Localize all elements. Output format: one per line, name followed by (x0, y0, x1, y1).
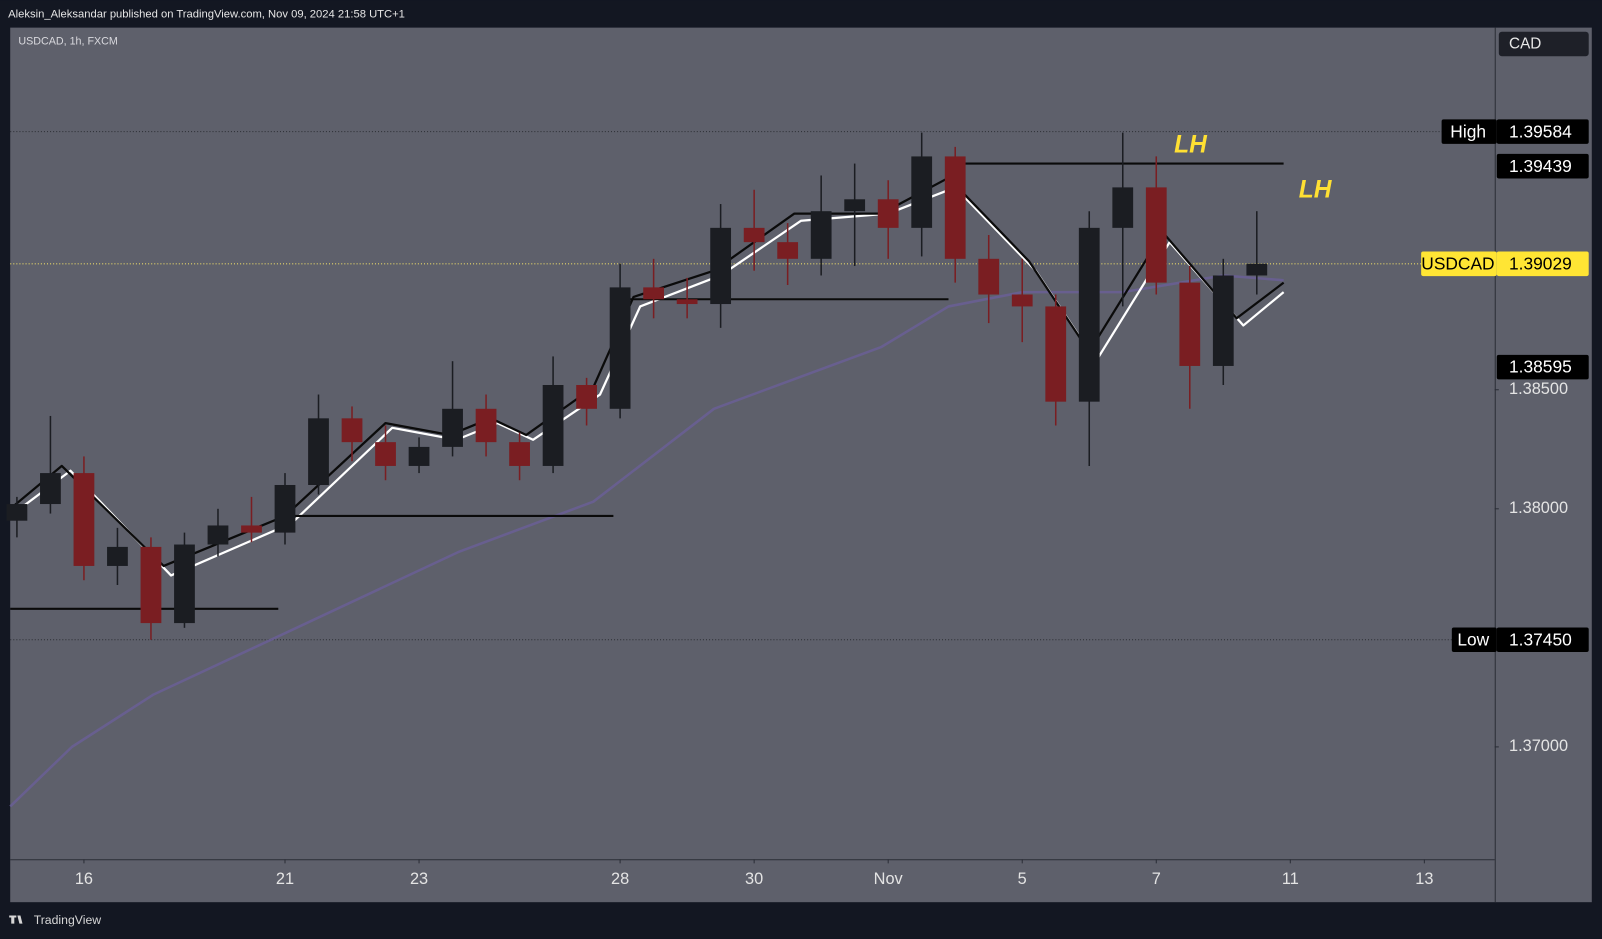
candle-body (174, 544, 195, 624)
annotation: LH (1299, 176, 1333, 203)
candle-body (40, 473, 61, 505)
candle-body (1045, 306, 1067, 402)
candle-body (375, 442, 396, 466)
candle-body (944, 156, 966, 259)
plot (6, 131, 1499, 864)
candle-body (308, 418, 329, 485)
candle-body (274, 484, 296, 533)
x-tick-label: 13 (1415, 870, 1433, 888)
chart-panel (10, 27, 1592, 903)
price-label-box (1496, 251, 1589, 277)
candle-body (207, 525, 229, 545)
price-label-name: USDCAD (1421, 253, 1494, 273)
price-label-box (1496, 627, 1589, 653)
price-label-name-box (1441, 119, 1497, 144)
x-tick-label: 5 (1018, 870, 1027, 888)
overlay: 1.37000 1.38000 1.38500 16 21 23 28 30 Nov 5 7 11 13… (75, 119, 1589, 888)
candle-body (710, 227, 732, 305)
candle-body (475, 408, 497, 443)
x-tick-label: 28 (611, 870, 629, 888)
candle-body (107, 546, 128, 566)
x-tick-label: 21 (276, 870, 294, 888)
price-label-name-box (1451, 627, 1497, 653)
x-tick-label: 30 (745, 870, 763, 888)
candle-body (643, 287, 665, 300)
symbol: USDCAD, 1h, FXCM (18, 36, 118, 48)
price-label-name-box (1421, 251, 1497, 277)
x-tick-label: 7 (1152, 870, 1161, 888)
candle-body (408, 446, 430, 466)
candle-body (542, 384, 564, 466)
x-tick-label: Nov (874, 870, 904, 888)
candle-body (1145, 187, 1167, 283)
currency-box (1498, 31, 1589, 57)
candle-body (1078, 227, 1100, 402)
candle-body (140, 546, 162, 624)
candle-body (509, 442, 530, 466)
x-tick-label: 23 (410, 870, 428, 888)
candle-body (6, 504, 28, 521)
candle-body (241, 525, 262, 533)
currency: CAD (1509, 36, 1541, 53)
price-label-value: 1.37450 (1509, 629, 1572, 649)
candle-body (1011, 294, 1033, 307)
annotation: LH (1174, 131, 1208, 158)
x-tick-label: 11 (1282, 870, 1299, 888)
candle-body (978, 258, 1000, 295)
footer-brand: TradingView (34, 913, 102, 927)
candle-body (341, 418, 363, 443)
candle-body (911, 156, 933, 228)
price-label-name: Low (1457, 629, 1489, 649)
candle-body (877, 199, 899, 228)
price-label-value: 1.39584 (1509, 121, 1572, 141)
candle-body (1112, 187, 1134, 228)
candle-body (676, 299, 698, 305)
candle-body (1212, 275, 1234, 366)
candle-body (743, 227, 765, 243)
price-label-box (1496, 354, 1589, 380)
candle-body (609, 287, 631, 409)
candle-body (1246, 263, 1268, 276)
publisher: Aleksin_Aleksandar published on TradingV… (8, 8, 405, 20)
y-tick-label: 1.37000 (1509, 737, 1568, 755)
price-label-box (1496, 119, 1589, 144)
price-label-name: High (1450, 121, 1486, 141)
candle-body (844, 199, 866, 212)
price-label-box (1496, 153, 1589, 179)
candle-body (576, 384, 597, 409)
price-label-value: 1.39439 (1509, 156, 1572, 176)
y-tick-label: 1.38000 (1509, 499, 1568, 517)
x-tick-label: 16 (75, 870, 93, 888)
candle-body (442, 408, 463, 447)
y-tick-label: 1.38500 (1509, 380, 1568, 398)
footer-logo (9, 915, 23, 924)
candle-body (1179, 282, 1201, 366)
price-label-value: 1.39029 (1509, 253, 1572, 273)
price-label-value: 1.38595 (1509, 357, 1572, 377)
candle-body (810, 211, 832, 259)
candle-body (777, 242, 799, 259)
candle-body (73, 473, 95, 566)
